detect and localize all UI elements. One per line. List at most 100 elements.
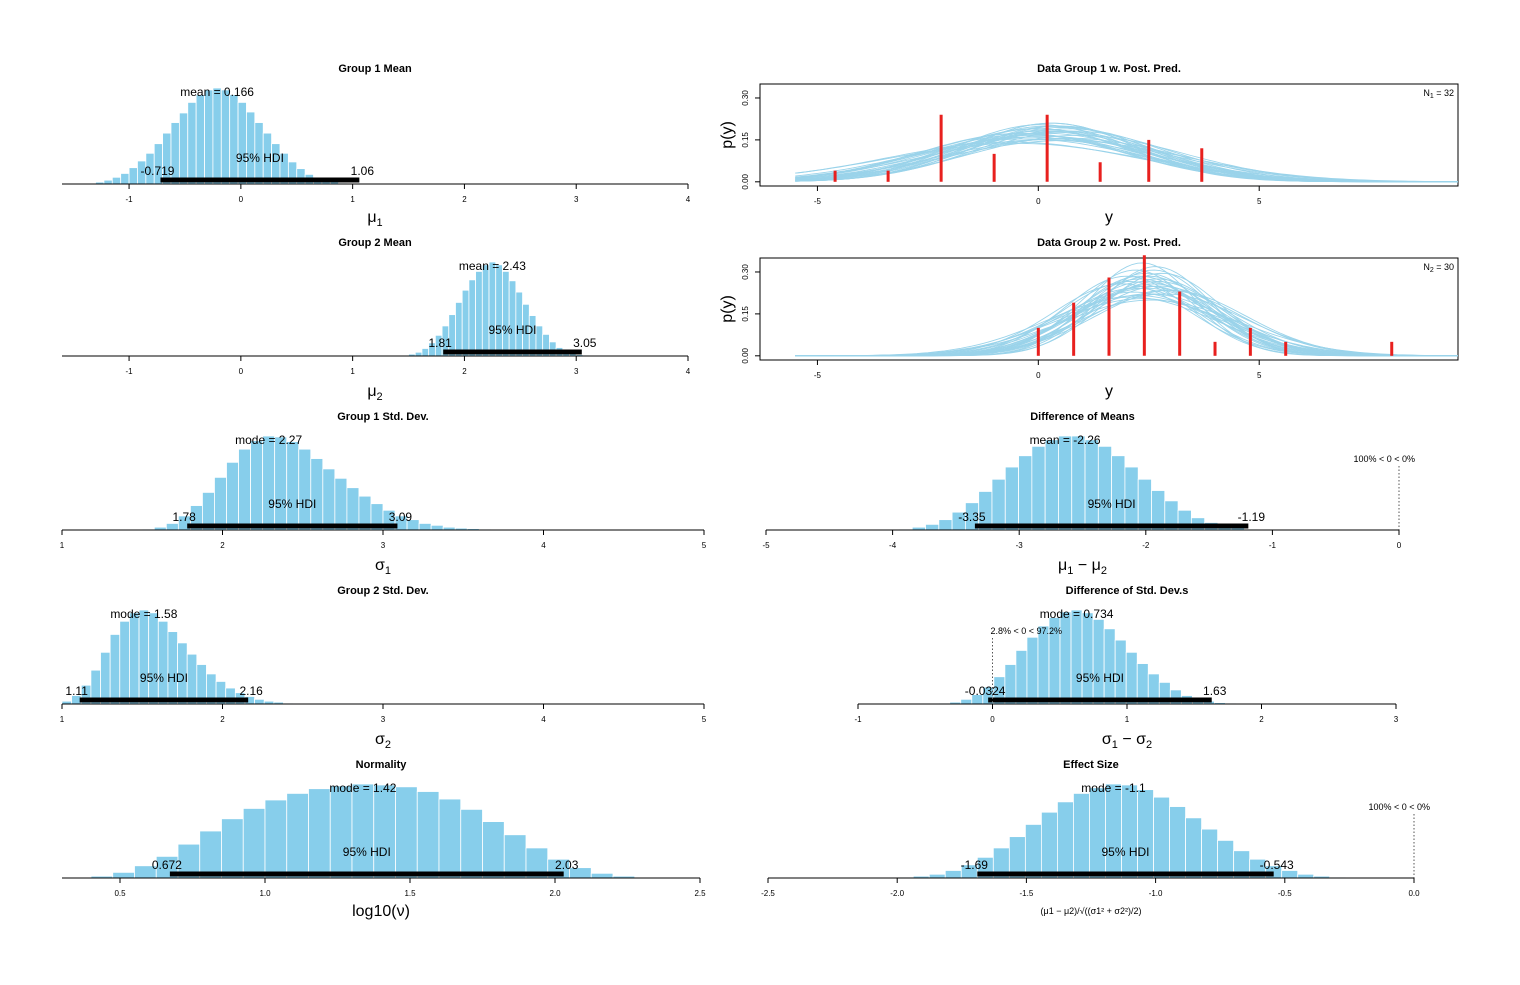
- y-axis-label: p(y): [719, 121, 736, 149]
- x-axis-label: y: [1105, 383, 1113, 400]
- hdi-text: 95% HDI: [343, 845, 391, 859]
- histogram-bar: [481, 264, 490, 357]
- posterior-predictive-curve: [795, 130, 1458, 183]
- histogram-bar: [416, 791, 440, 879]
- panel-title: Group 2 Mean: [338, 237, 412, 249]
- hdi-low-label: 1.11: [65, 684, 88, 698]
- histogram-bar: [590, 872, 614, 879]
- histogram-bar: [414, 351, 423, 357]
- histogram-bar: [1097, 445, 1113, 531]
- posterior-predictive-curve: [795, 139, 1458, 183]
- panel-title: Effect Size: [1063, 759, 1119, 771]
- histogram-bar: [334, 477, 348, 531]
- x-tick-label: 0: [239, 367, 244, 376]
- y-tick-label: 0.15: [741, 306, 750, 322]
- x-tick-label: -4: [889, 541, 897, 550]
- x-tick-label: 4: [541, 715, 546, 724]
- hdi-low-label: 1.81: [429, 336, 453, 350]
- histogram-bar: [1153, 796, 1170, 879]
- panel-title: Group 1 Std. Dev.: [337, 411, 428, 423]
- histogram-bar: [1137, 789, 1154, 879]
- x-axis-label: log10(ν): [352, 903, 410, 920]
- histogram-bar: [214, 476, 227, 531]
- center-stat-label: mean = -2.26: [1030, 433, 1101, 447]
- posterior-predictive-curve: [795, 272, 1458, 357]
- x-axis-label: μ2: [367, 383, 382, 403]
- hdi-text: 95% HDI: [236, 151, 284, 165]
- panel-6: Data Group 1 w. Post. Pred. -5 0 5 0.00 0.15 0…: [719, 63, 1459, 226]
- histogram-bar: [1121, 784, 1138, 879]
- panel-2: Group 2 Mean -1 0 1 2 3 4 1.81 3.05 95% HDI mean =…: [62, 237, 691, 403]
- histogram-bar: [186, 653, 198, 705]
- center-stat-label: mode = 1.58: [110, 607, 177, 621]
- x-axis-label: σ1 − σ2: [1102, 731, 1152, 751]
- panel-8: Difference of Means -5 -4 -3 -2 -1 0 -3.35 -1.19…: [762, 411, 1415, 577]
- histogram-bar: [199, 830, 222, 879]
- hdi-high-label: -1.19: [1238, 510, 1266, 524]
- histogram-bar: [1044, 439, 1059, 531]
- histogram-bar: [1081, 612, 1094, 705]
- posterior-predictive-curve: [795, 296, 1458, 357]
- histogram-bar: [468, 279, 477, 357]
- x-tick-label: 1: [350, 367, 355, 376]
- x-tick-label: 5: [1257, 197, 1262, 206]
- histogram-bar: [128, 167, 138, 185]
- histogram-bar: [991, 478, 1006, 531]
- panel-title: Data Group 1 w. Post. Pred.: [1037, 63, 1181, 75]
- x-tick-label: 2.0: [549, 889, 561, 898]
- histogram-bar: [1111, 455, 1126, 531]
- posterior-predictive-curve: [795, 275, 1458, 357]
- panel-4: Group 2 Std. Dev. 1 2 3 4 5 1.11 2.16 95% HDI mod…: [60, 585, 707, 751]
- histogram-bar: [119, 620, 130, 705]
- x-tick-label: -1: [854, 715, 862, 724]
- histogram-bar: [1092, 619, 1105, 705]
- histogram-bar: [960, 698, 973, 705]
- posterior-predictive-curve: [795, 126, 1458, 183]
- hdi-high-label: 2.16: [240, 684, 264, 698]
- hdi-high-label: 1.06: [351, 164, 375, 178]
- x-axis-label: σ2: [375, 731, 391, 751]
- hdi-high-label: -0.543: [1260, 858, 1294, 872]
- histogram-bar: [488, 261, 497, 357]
- x-tick-label: 2: [462, 367, 467, 376]
- histogram-bar: [165, 523, 179, 531]
- center-stat-label: mode = 2.27: [235, 433, 302, 447]
- histogram-bar: [274, 436, 288, 531]
- posterior-predictive-curve: [795, 299, 1459, 357]
- x-tick-label: -2: [1142, 541, 1150, 550]
- comparison-label: 2.8% < 0 < 97.2%: [991, 626, 1063, 636]
- histogram-bar: [204, 89, 214, 185]
- hdi-high-label: 2.03: [555, 858, 579, 872]
- posterior-predictive-curve: [795, 298, 1458, 357]
- histogram-bar: [1084, 439, 1099, 531]
- x-tick-label: -1.0: [1149, 889, 1163, 898]
- histogram-bar: [438, 798, 462, 879]
- histogram-bar: [264, 799, 288, 879]
- x-tick-label: -5: [762, 541, 770, 550]
- x-tick-label: 3: [574, 195, 579, 204]
- histogram-bar: [1169, 806, 1186, 879]
- histogram-bar: [250, 440, 264, 531]
- x-tick-label: 1: [350, 195, 355, 204]
- hdi-text: 95% HDI: [1101, 845, 1149, 859]
- panel-title: Group 2 Std. Dev.: [337, 585, 428, 597]
- histogram-bar: [461, 289, 470, 357]
- x-tick-label: -1: [126, 367, 134, 376]
- x-tick-label: 0.0: [1408, 889, 1420, 898]
- histogram-bar: [286, 441, 300, 531]
- histogram-bar: [262, 435, 276, 531]
- posterior-predictive-curve: [795, 293, 1458, 357]
- histogram-bar: [111, 176, 122, 185]
- x-tick-label: 1.0: [259, 889, 271, 898]
- histogram-bar: [129, 612, 140, 705]
- x-tick-label: 1: [1125, 715, 1130, 724]
- histogram-bar: [308, 788, 331, 879]
- histogram-bar: [1037, 625, 1050, 705]
- x-tick-label: 3: [1394, 715, 1399, 724]
- hdi-text: 95% HDI: [1088, 497, 1136, 511]
- histogram-bar: [120, 173, 130, 185]
- histogram-bar: [475, 270, 483, 357]
- x-tick-label: 0: [1036, 371, 1041, 380]
- x-axis-label: (μ1 − μ2)/√((σ1² + σ2²)/2): [1041, 906, 1142, 916]
